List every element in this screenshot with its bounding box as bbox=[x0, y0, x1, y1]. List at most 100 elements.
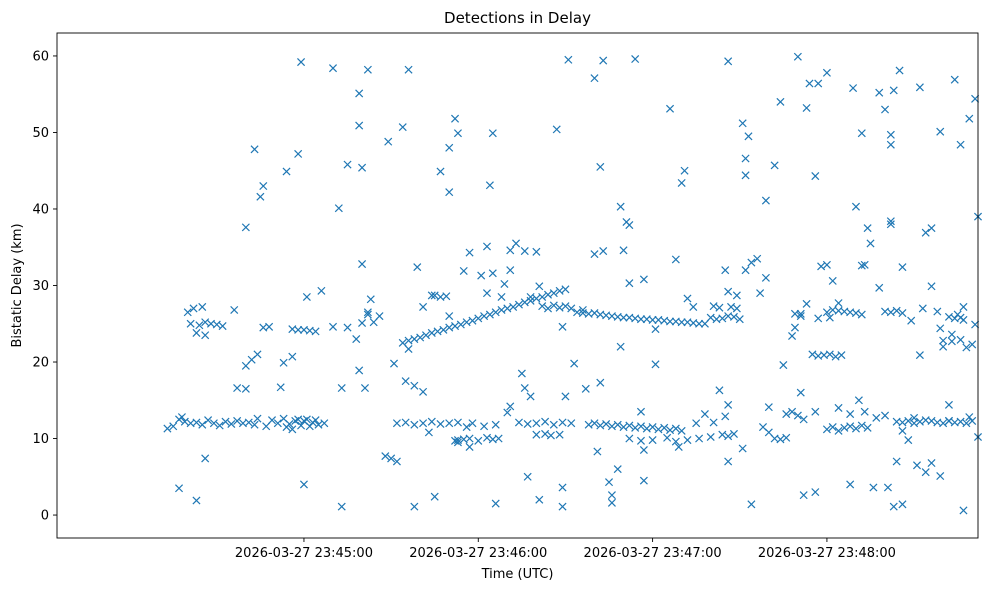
data-point-marker bbox=[727, 302, 736, 311]
data-point-marker bbox=[311, 327, 320, 336]
data-point-marker bbox=[451, 114, 460, 123]
data-point-marker bbox=[453, 418, 462, 427]
data-point-marker bbox=[294, 325, 303, 334]
data-point-marker bbox=[956, 335, 965, 344]
data-point-marker bbox=[936, 127, 945, 136]
data-point-marker bbox=[666, 426, 675, 435]
data-point-marker bbox=[328, 322, 338, 331]
data-point-marker bbox=[265, 322, 274, 331]
data-point-marker bbox=[442, 292, 451, 301]
data-point-marker bbox=[253, 350, 262, 359]
data-point-marker bbox=[741, 154, 750, 163]
data-point-marker bbox=[648, 436, 657, 445]
data-point-marker bbox=[947, 337, 956, 346]
data-point-marker bbox=[590, 74, 599, 83]
data-point-marker bbox=[680, 166, 689, 175]
data-point-marker bbox=[854, 396, 863, 405]
data-point-marker bbox=[387, 454, 396, 463]
data-point-marker bbox=[648, 315, 657, 324]
data-point-marker bbox=[828, 423, 837, 432]
data-point-marker bbox=[445, 323, 454, 332]
data-point-marker bbox=[410, 381, 419, 390]
data-point-marker bbox=[279, 358, 288, 367]
data-point-marker bbox=[671, 255, 680, 264]
data-point-marker bbox=[793, 52, 802, 61]
data-point-marker bbox=[189, 304, 198, 313]
data-point-marker bbox=[875, 283, 884, 292]
data-point-marker bbox=[596, 421, 605, 430]
data-point-marker bbox=[741, 171, 750, 180]
data-point-marker bbox=[709, 418, 718, 427]
data-point-marker bbox=[837, 351, 846, 360]
data-point-marker bbox=[695, 319, 704, 328]
data-point-marker bbox=[578, 309, 587, 318]
data-point-marker bbox=[700, 410, 709, 419]
data-point-marker bbox=[267, 416, 277, 425]
data-point-marker bbox=[523, 419, 532, 429]
data-point-marker bbox=[221, 417, 230, 426]
data-point-marker bbox=[892, 457, 901, 466]
data-point-marker bbox=[500, 279, 509, 288]
data-point-marker bbox=[808, 350, 817, 359]
y-tick-label: 0 bbox=[41, 509, 49, 524]
data-point-marker bbox=[549, 289, 558, 298]
data-point-marker bbox=[840, 423, 849, 432]
data-point-marker bbox=[602, 419, 611, 429]
data-point-marker bbox=[933, 307, 942, 316]
data-point-marker bbox=[230, 305, 239, 315]
data-point-marker bbox=[456, 320, 465, 329]
data-point-marker bbox=[616, 202, 625, 211]
data-point-marker bbox=[944, 416, 953, 425]
data-point-marker bbox=[302, 292, 311, 302]
data-point-marker bbox=[558, 483, 567, 492]
x-tick-label: 2026-03-27 23:45:00 bbox=[235, 546, 373, 561]
data-point-marker bbox=[363, 65, 372, 74]
data-point-marker bbox=[543, 290, 553, 299]
data-point-marker bbox=[288, 425, 297, 434]
data-point-marker bbox=[770, 161, 779, 170]
data-point-marker bbox=[796, 388, 805, 397]
data-point-marker bbox=[715, 303, 724, 312]
data-point-marker bbox=[857, 261, 866, 270]
data-point-marker bbox=[898, 426, 907, 435]
data-point-marker bbox=[410, 335, 419, 344]
data-point-marker bbox=[558, 322, 567, 331]
data-point-marker bbox=[849, 84, 858, 93]
data-point-marker bbox=[439, 325, 448, 334]
data-point-marker bbox=[398, 123, 407, 132]
data-point-marker bbox=[875, 88, 884, 97]
data-point-marker bbox=[552, 125, 561, 134]
data-point-marker bbox=[250, 420, 259, 429]
data-point-marker bbox=[343, 323, 352, 332]
data-point-marker bbox=[724, 432, 733, 441]
data-point-marker bbox=[718, 314, 727, 323]
data-point-marker bbox=[233, 384, 242, 393]
data-point-marker bbox=[294, 149, 303, 158]
data-point-marker bbox=[822, 68, 831, 77]
data-point-marker bbox=[788, 331, 797, 341]
data-point-marker bbox=[555, 286, 564, 295]
y-axis-ticks: 0 10 20 30 40 50 60 bbox=[32, 49, 57, 524]
data-point-marker bbox=[282, 423, 291, 432]
data-point-marker bbox=[895, 66, 904, 75]
data-point-marker bbox=[465, 434, 474, 443]
data-point-marker bbox=[886, 140, 895, 149]
data-point-marker bbox=[297, 58, 306, 67]
data-point-marker bbox=[968, 340, 977, 349]
data-point-marker bbox=[215, 421, 224, 430]
data-point-marker bbox=[317, 286, 326, 295]
data-point-marker bbox=[392, 457, 401, 466]
data-point-marker bbox=[474, 436, 483, 445]
data-point-marker bbox=[625, 221, 634, 230]
data-point-marker bbox=[535, 282, 544, 291]
data-point-marker bbox=[811, 407, 820, 416]
data-point-marker bbox=[718, 430, 727, 439]
data-point-marker bbox=[863, 224, 872, 233]
data-point-marker bbox=[817, 262, 826, 271]
y-tick-label: 40 bbox=[32, 202, 49, 217]
data-point-marker bbox=[570, 359, 579, 368]
data-point-marker bbox=[971, 94, 980, 103]
data-point-marker bbox=[201, 454, 210, 463]
data-point-marker bbox=[619, 246, 628, 255]
